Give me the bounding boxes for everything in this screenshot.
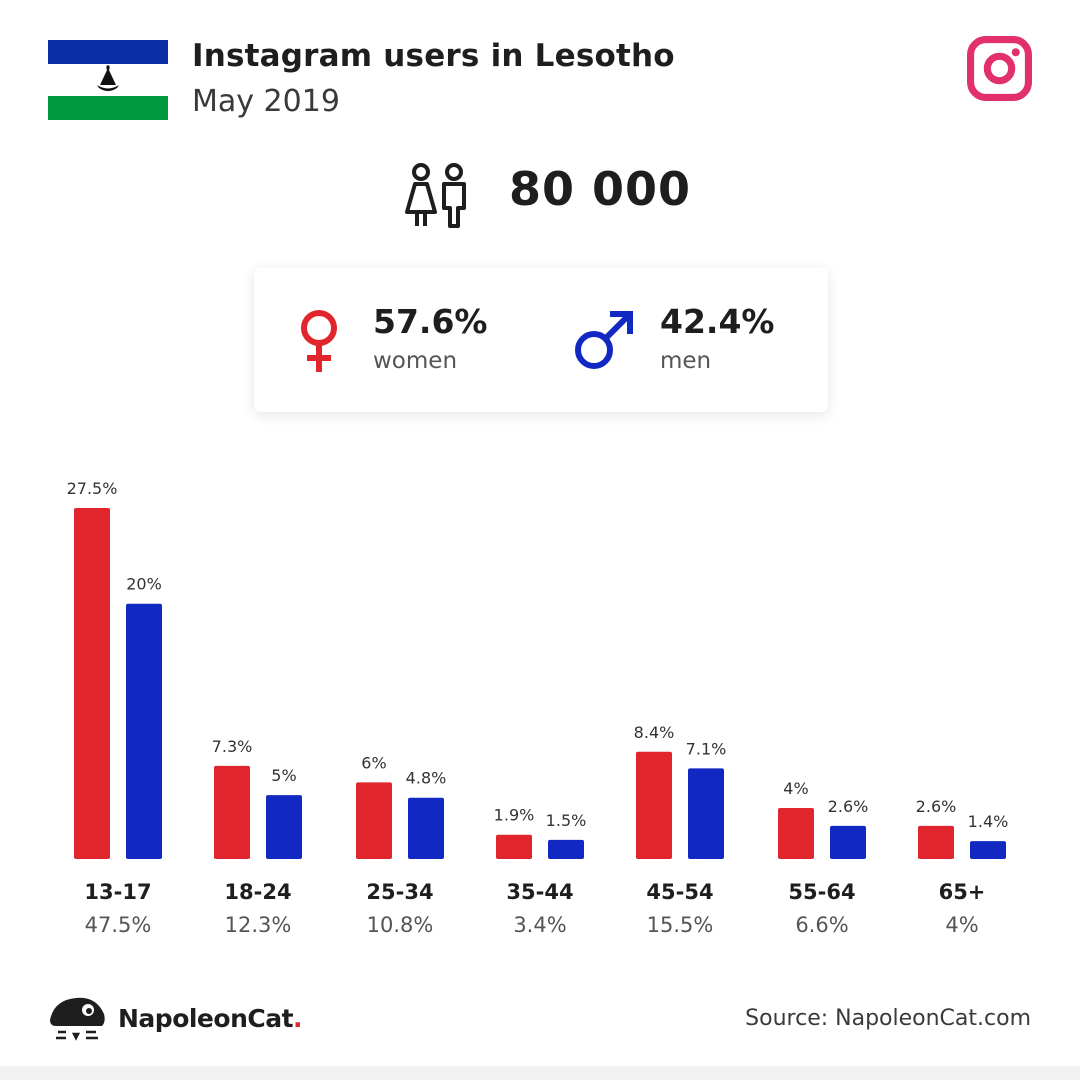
value-label-men-65+: 1.4% (968, 812, 1009, 831)
category-total-13-17: 47.5% (85, 913, 152, 937)
instagram-icon (967, 36, 1032, 101)
bar-women-25-34 (356, 782, 392, 859)
bar-group-35-44: 1.9% 1.5% 35-44 3.4% (494, 806, 587, 937)
bar-men-35-44 (548, 839, 584, 859)
category-total-35-44: 3.4% (513, 913, 566, 937)
bar-men-45-54 (688, 768, 724, 859)
value-label-men-25-34: 4.8% (406, 769, 447, 788)
bar-men-18-24 (266, 795, 302, 859)
bar-group-55-64: 4% 2.6% 55-64 6.6% (778, 779, 868, 937)
value-label-women-55-64: 4% (783, 779, 808, 798)
value-label-men-45-54: 7.1% (686, 739, 727, 758)
bar-group-65+: 2.6% 1.4% 65+ 4% (916, 797, 1009, 937)
category-total-65+: 4% (945, 913, 978, 937)
category-total-18-24: 12.3% (225, 913, 292, 937)
category-label-35-44: 35-44 (506, 880, 573, 904)
bar-men-55-64 (830, 825, 866, 859)
source-credit: Source: NapoleonCat.com (745, 1006, 1031, 1031)
total-users: 80 000 (509, 162, 692, 216)
category-label-18-24: 18-24 (224, 880, 291, 904)
men-label: men (660, 348, 712, 374)
bar-group-13-17: 27.5% 20% 13-17 47.5% (67, 479, 162, 937)
bar-group-18-24: 7.3% 5% 18-24 12.3% (212, 737, 302, 937)
men-percentage: 42.4% (660, 302, 775, 341)
category-label-55-64: 55-64 (788, 880, 855, 904)
value-label-women-65+: 2.6% (916, 797, 957, 816)
value-label-women-25-34: 6% (361, 753, 386, 772)
people-icon (405, 163, 466, 228)
bar-men-65+ (970, 841, 1006, 859)
category-total-55-64: 6.6% (795, 913, 848, 937)
value-label-men-55-64: 2.6% (828, 797, 869, 816)
mokorotlo-hat-icon (97, 65, 119, 91)
women-percentage: 57.6% (373, 302, 488, 341)
bar-women-45-54 (636, 751, 672, 859)
bar-women-13-17 (74, 508, 110, 859)
page-title: Instagram users in Lesotho (192, 38, 675, 74)
brand-name: NapoleonCat (118, 1004, 294, 1033)
bar-men-13-17 (126, 603, 162, 859)
category-total-25-34: 10.8% (367, 913, 434, 937)
lesotho-flag (48, 40, 168, 120)
bar-women-35-44 (496, 834, 532, 859)
bar-women-65+ (918, 825, 954, 859)
napoleoncat-brand: NapoleonCat. (118, 1004, 303, 1033)
value-label-men-13-17: 20% (126, 575, 162, 594)
napoleoncat-logo-icon (50, 997, 105, 1041)
value-label-men-18-24: 5% (271, 766, 296, 785)
page-subtitle: May 2019 (192, 84, 340, 119)
bar-women-55-64 (778, 807, 814, 859)
category-label-25-34: 25-34 (366, 880, 433, 904)
women-label: women (373, 348, 458, 374)
category-label-13-17: 13-17 (84, 880, 151, 904)
female-icon (301, 310, 337, 372)
male-icon (575, 311, 633, 369)
bar-group-25-34: 6% 4.8% 25-34 10.8% (356, 753, 446, 937)
gender-split-card: 57.6% women 42.4% men (254, 268, 828, 412)
category-label-45-54: 45-54 (646, 880, 713, 904)
bottom-strip (0, 1066, 1080, 1080)
category-label-65+: 65+ (939, 880, 986, 904)
brand-dot: . (293, 1004, 303, 1033)
category-total-45-54: 15.5% (647, 913, 714, 937)
bar-group-45-54: 8.4% 7.1% 45-54 15.5% (634, 723, 727, 937)
bar-women-18-24 (214, 765, 250, 859)
value-label-women-35-44: 1.9% (494, 806, 535, 825)
value-label-women-45-54: 8.4% (634, 723, 675, 742)
value-label-men-35-44: 1.5% (546, 811, 587, 830)
bar-men-25-34 (408, 797, 444, 859)
value-label-women-13-17: 27.5% (67, 479, 118, 498)
value-label-women-18-24: 7.3% (212, 737, 253, 756)
